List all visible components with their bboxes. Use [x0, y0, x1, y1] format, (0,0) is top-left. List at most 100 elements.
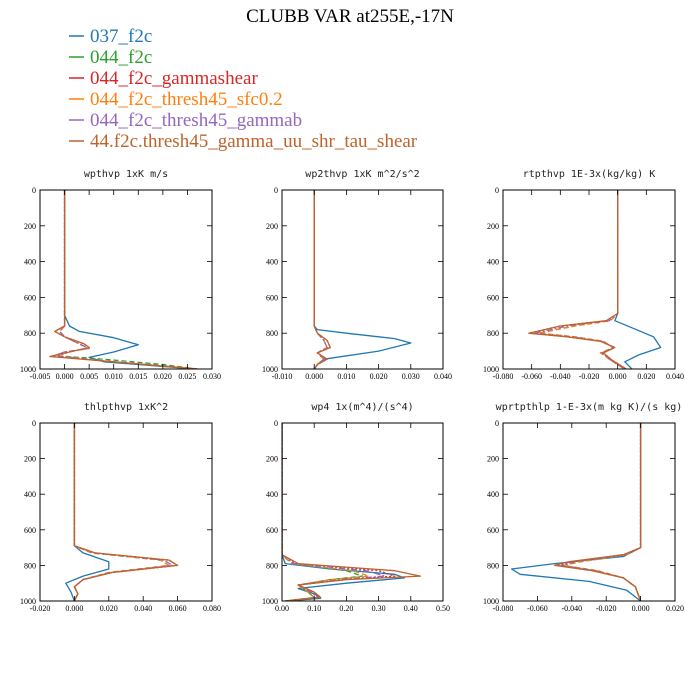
y-tick-label: 1000	[483, 365, 499, 374]
series-group	[282, 423, 422, 601]
legend-entry: 044_f2c_thresh45_gammab	[90, 110, 302, 131]
series-line	[510, 423, 642, 601]
series-line	[313, 190, 328, 369]
y-tick-label: 600	[24, 293, 36, 302]
series-line	[49, 190, 198, 369]
series-line	[63, 190, 198, 369]
series-line	[538, 190, 626, 369]
y-tick-label: 800	[266, 329, 278, 338]
x-tick-label: -0.060	[521, 372, 542, 381]
x-tick-label: -0.005	[30, 372, 51, 381]
x-tick-label: 0.060	[169, 604, 187, 613]
x-tick-label: 0.40	[404, 604, 418, 613]
series-line	[553, 423, 642, 601]
x-tick-label: -0.040	[550, 372, 571, 381]
panel-title: wp4 1x(m^4)/(s^4)	[311, 402, 413, 413]
x-tick-label: 0.030	[203, 372, 221, 381]
series-line	[313, 190, 328, 369]
x-tick-label: 0.020	[100, 604, 118, 613]
series-line	[528, 190, 627, 369]
panel-title: rtpthvp 1E-3x(kg/kg) K	[523, 169, 655, 180]
plot-frame	[39, 189, 213, 370]
legend-entry: 037_f2c	[90, 26, 152, 47]
y-tick-label: 600	[266, 526, 278, 535]
panel: wp2thvp 1xK m^2/s^2 -0.010 0.000 0.010 0.020…	[262, 169, 452, 381]
y-tick-label: 1000	[20, 597, 36, 606]
panel: wp4 1x(m^4)/(s^4) 0.00 0.10 0.20 0.30 0.40 0.5…	[262, 402, 450, 613]
panel-title: wp2thvp 1xK m^2/s^2	[305, 169, 419, 180]
y-tick-label: 800	[487, 561, 499, 570]
series-line	[282, 423, 406, 601]
plot-frame	[39, 422, 213, 602]
y-tick-label: 1000	[262, 365, 278, 374]
legend-entry: 44.f2c.thresh45_gamma_uu_shr_tau_shear	[90, 131, 418, 152]
series-group	[510, 423, 642, 601]
y-tick-label: 0	[32, 419, 36, 428]
panel: rtpthvp 1E-3x(kg/kg) K -0.080 -0.060 -0.040…	[483, 169, 684, 381]
series-group	[49, 190, 198, 369]
x-tick-label: 0.010	[105, 372, 123, 381]
y-tick-label: 1000	[483, 597, 499, 606]
series-line	[557, 423, 642, 601]
y-tick-label: 200	[266, 455, 278, 464]
legend-entry: 044_f2c_thresh45_sfc0.2	[90, 89, 283, 110]
x-tick-label: 0.005	[80, 372, 98, 381]
y-tick-label: 400	[266, 490, 278, 499]
y-tick-label: 0	[495, 186, 499, 195]
x-tick-label: -0.020	[579, 372, 600, 381]
panel: wprtpthlp 1-E-3x(m kg K)/(s kg) -0.080 -0.…	[483, 402, 684, 613]
y-tick-label: 200	[487, 222, 499, 231]
x-tick-label: 0.50	[436, 604, 450, 613]
x-tick-label: 0.000	[609, 372, 627, 381]
x-tick-label: 0.020	[637, 372, 655, 381]
y-tick-label: 200	[266, 222, 278, 231]
x-tick-label: 0.000	[305, 372, 323, 381]
series-line	[614, 190, 662, 369]
x-tick-label: -0.080	[493, 604, 514, 613]
series-line	[562, 423, 642, 601]
x-tick-label: 0.040	[134, 604, 152, 613]
y-tick-label: 200	[24, 222, 36, 231]
y-tick-label: 800	[487, 329, 499, 338]
y-tick-label: 800	[266, 561, 278, 570]
panels: wpthvp 1xK m/s-0.005 0.000 0.005 0.010 0.015…	[20, 169, 684, 613]
x-tick-label: 0.015	[129, 372, 147, 381]
x-tick-label: -0.020	[596, 604, 617, 613]
x-tick-label: -0.020	[30, 604, 51, 613]
y-tick-label: 600	[24, 526, 36, 535]
series-group	[313, 190, 412, 369]
x-tick-label: 0.040	[434, 372, 452, 381]
series-line	[282, 423, 422, 601]
panel-title: thlpthvp 1xK^2	[84, 402, 168, 413]
x-tick-label: 0.010	[337, 372, 355, 381]
series-line	[560, 423, 642, 601]
y-tick-label: 400	[487, 490, 499, 499]
x-tick-label: 0.000	[56, 372, 74, 381]
x-tick-label: 0.040	[666, 372, 684, 381]
x-tick-label: 0.00	[275, 604, 289, 613]
series-line	[538, 190, 626, 369]
panel-title: wprtpthlp 1-E-3x(m kg K)/(s kg)	[496, 402, 683, 413]
y-tick-label: 600	[266, 293, 278, 302]
plot-frame	[281, 422, 444, 602]
x-tick-label: 0.020	[370, 372, 388, 381]
y-tick-label: 200	[24, 455, 36, 464]
series-line	[533, 190, 626, 369]
series-line	[528, 190, 627, 369]
series-line	[73, 423, 179, 601]
legend: 037_f2c044_f2c044_f2c_gammashear044_f2c_…	[69, 26, 418, 152]
y-tick-label: 400	[24, 258, 36, 267]
x-tick-label: -0.080	[493, 372, 514, 381]
y-tick-label: 400	[24, 490, 36, 499]
y-tick-label: 600	[487, 293, 499, 302]
panel-title: wpthvp 1xK m/s	[84, 169, 168, 180]
y-tick-label: 0	[495, 419, 499, 428]
x-tick-label: 0.030	[402, 372, 420, 381]
series-line	[282, 423, 364, 601]
y-tick-label: 400	[266, 258, 278, 267]
series-line	[313, 190, 412, 369]
y-tick-label: 400	[487, 258, 499, 267]
x-tick-label: 0.30	[372, 604, 386, 613]
y-tick-label: 800	[24, 329, 36, 338]
